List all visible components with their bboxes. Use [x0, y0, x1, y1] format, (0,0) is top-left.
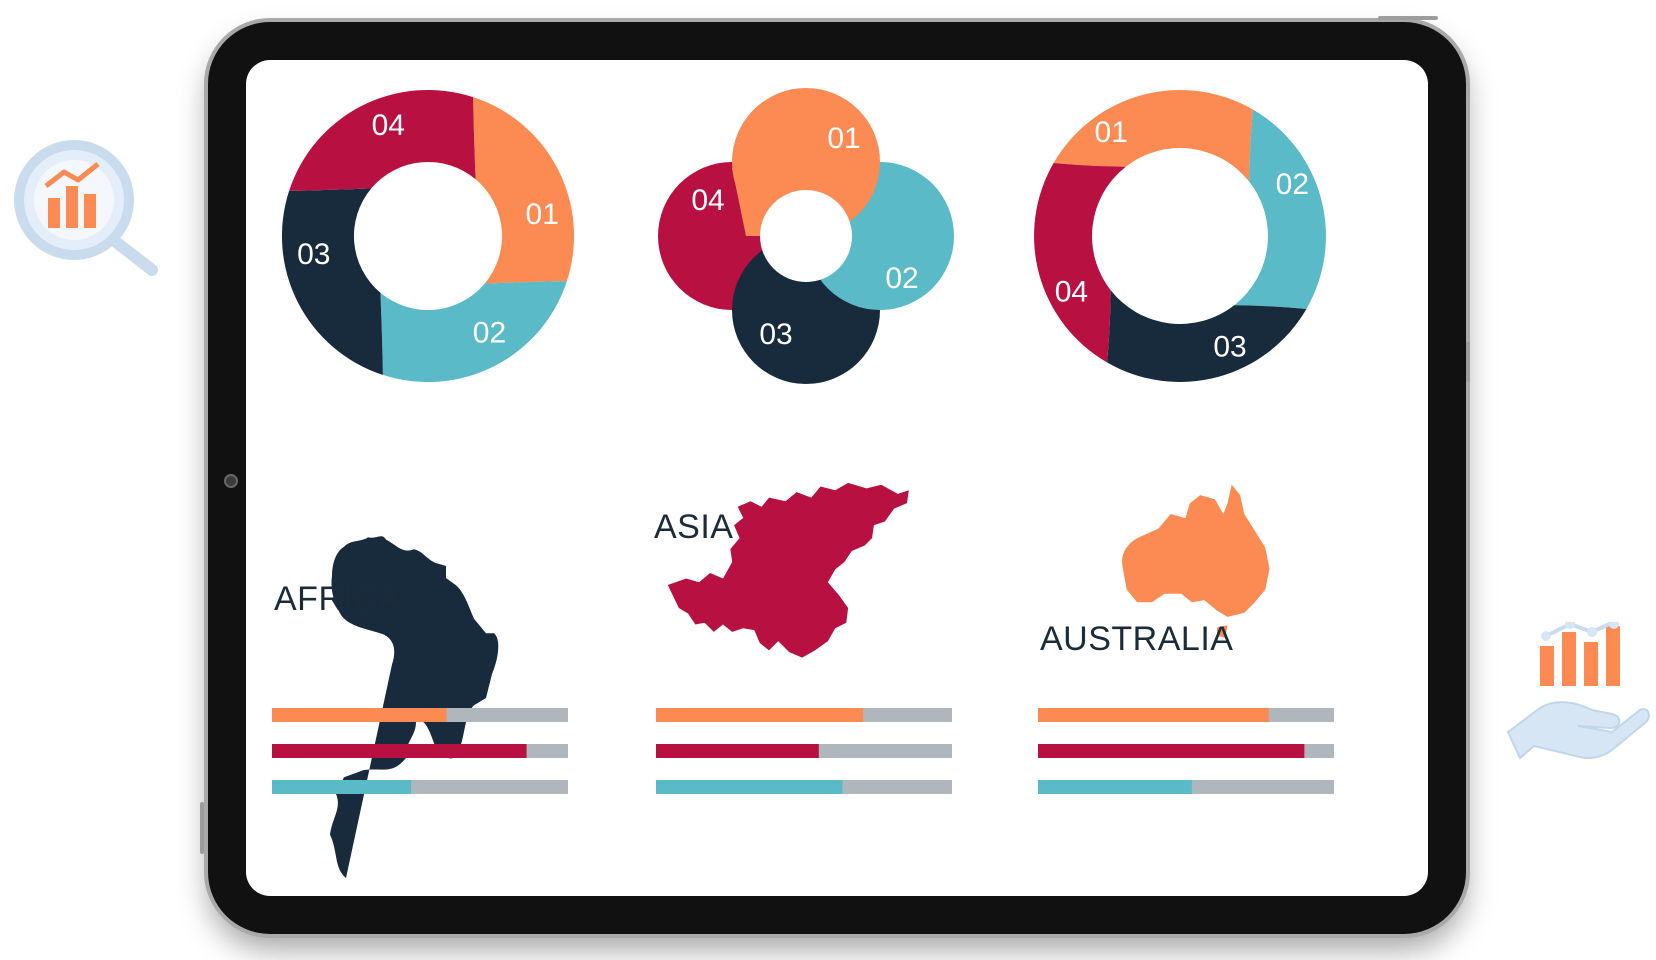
ring-2-label-01: 01 — [827, 122, 860, 155]
progress-fill — [656, 708, 864, 722]
region-label-asia: ASIA — [654, 508, 734, 546]
infographic-canvas: 01 02 03 04 01 02 03 04 01 02 03 04 — [272, 88, 1334, 878]
progress-fill — [656, 780, 843, 794]
progress-fill — [272, 744, 527, 758]
progress-bar — [1038, 780, 1334, 794]
asia-map-icon — [667, 482, 909, 658]
progress-bar — [656, 780, 952, 794]
progress-bar — [272, 780, 568, 794]
tablet-screen: 01 02 03 04 01 02 03 04 01 02 03 04 AFRICA ASIA AUS… — [246, 60, 1428, 896]
cycle-ring-1 — [281, 89, 575, 383]
ring-3-label-04: 04 — [1055, 276, 1088, 309]
progress-fill — [1038, 708, 1269, 722]
region-label-australia: AUSTRALIA — [1040, 620, 1234, 658]
progress-fill — [1038, 780, 1192, 794]
progress-fill — [1038, 744, 1305, 758]
camera-lens — [224, 474, 238, 488]
australia-map-icon — [1122, 484, 1270, 638]
ring-1-segment-04 — [289, 89, 476, 191]
volume-button — [200, 802, 204, 854]
ring-3-label-01: 01 — [1095, 116, 1128, 149]
progress-bar — [656, 744, 952, 758]
ring-1-label-01: 01 — [526, 198, 559, 231]
ring-2-label-03: 03 — [759, 318, 792, 351]
ring-3-label-02: 02 — [1276, 168, 1309, 201]
magnifier-chart-icon — [14, 140, 158, 276]
tablet-frame: 01 02 03 04 01 02 03 04 01 02 03 04 AFRICA ASIA AUS… — [200, 16, 1470, 934]
progress-bar — [656, 708, 952, 722]
ring-3-segment-01 — [1053, 90, 1253, 182]
ring-3-segment-04 — [1034, 163, 1126, 363]
progress-fill — [272, 780, 412, 794]
ring-1-label-02: 02 — [473, 316, 506, 349]
top-button — [1378, 16, 1438, 20]
side-button-right — [1466, 342, 1470, 382]
progress-fill — [272, 708, 447, 722]
progress-bar — [272, 744, 568, 758]
progress-bar — [1038, 708, 1334, 722]
ring-2-label-02: 02 — [885, 262, 918, 295]
ring-1-segment-02 — [380, 281, 567, 383]
progress-bar — [1038, 744, 1334, 758]
africa-map-icon — [330, 536, 499, 878]
ring-2-label-04: 04 — [691, 184, 724, 217]
ring-1-label-03: 03 — [297, 238, 330, 271]
ring-1-segment-01 — [473, 97, 575, 284]
ring-1-segment-03 — [281, 188, 383, 375]
region-label-africa: AFRICA — [274, 580, 402, 618]
progress-fill — [656, 744, 819, 758]
interlocking-loops — [658, 88, 954, 384]
cycle-ring-3 — [1034, 90, 1326, 382]
progress-bar — [272, 708, 568, 722]
ring-3-segment-03 — [1107, 290, 1307, 382]
hand-chart-icon — [1506, 622, 1650, 760]
ring-3-segment-02 — [1234, 109, 1326, 309]
loop-center-hole — [760, 190, 852, 282]
ring-3-label-03: 03 — [1213, 330, 1246, 363]
ring-1-label-04: 04 — [372, 109, 405, 142]
